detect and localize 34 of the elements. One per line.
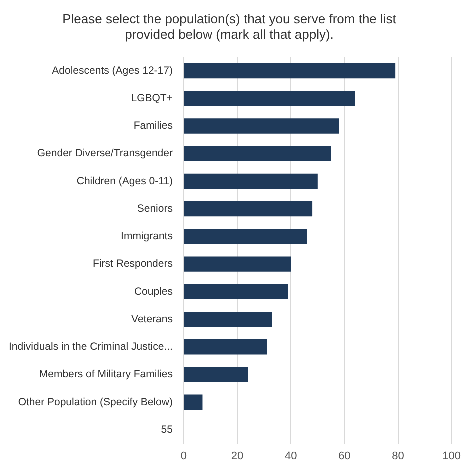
y-tick-label: Other Population (Specify Below) [18, 396, 173, 408]
y-tick-label: 55 [161, 424, 174, 436]
bar [184, 63, 396, 79]
bar [184, 146, 332, 162]
y-tick-label: Members of Military Families [39, 368, 173, 381]
y-tick-label: Individuals in the Criminal Justice... [8, 341, 173, 354]
y-tick-label: Adolescents (Ages 12-17) [52, 64, 173, 77]
bar [184, 367, 248, 382]
y-tick-label: Gender Diverse/Transgender [37, 148, 174, 160]
bar [184, 312, 272, 328]
x-tick-label: 0 [180, 450, 188, 462]
bar [184, 340, 268, 355]
x-tick-label: 20 [231, 450, 244, 462]
bar [184, 394, 203, 410]
chart-title: Please select the population(s) that you serve from the list provided below (mark all that apply). [62, 11, 397, 42]
y-tick-label: First Responders [93, 258, 173, 270]
y-tick-label: Families [134, 120, 173, 132]
bar [184, 229, 308, 244]
y-tick-label: Veterans [132, 313, 173, 326]
y-tick-label: Immigrants [121, 230, 173, 243]
bar [184, 201, 313, 217]
bar [184, 284, 288, 300]
y-tick-label: Couples [134, 286, 173, 298]
bar [184, 91, 356, 106]
y-tick-label: Children (Ages 0-11) [76, 175, 173, 188]
x-tick-label: 100 [442, 450, 462, 462]
x-tick-label: 80 [392, 450, 404, 462]
y-tick-label: LGBQT+ [131, 92, 173, 105]
bar [184, 174, 318, 190]
bar [184, 118, 340, 134]
x-tick-label: 40 [284, 450, 298, 462]
x-tick-label: 60 [338, 450, 351, 462]
y-tick-label: Seniors [137, 202, 173, 215]
bar [184, 256, 292, 272]
